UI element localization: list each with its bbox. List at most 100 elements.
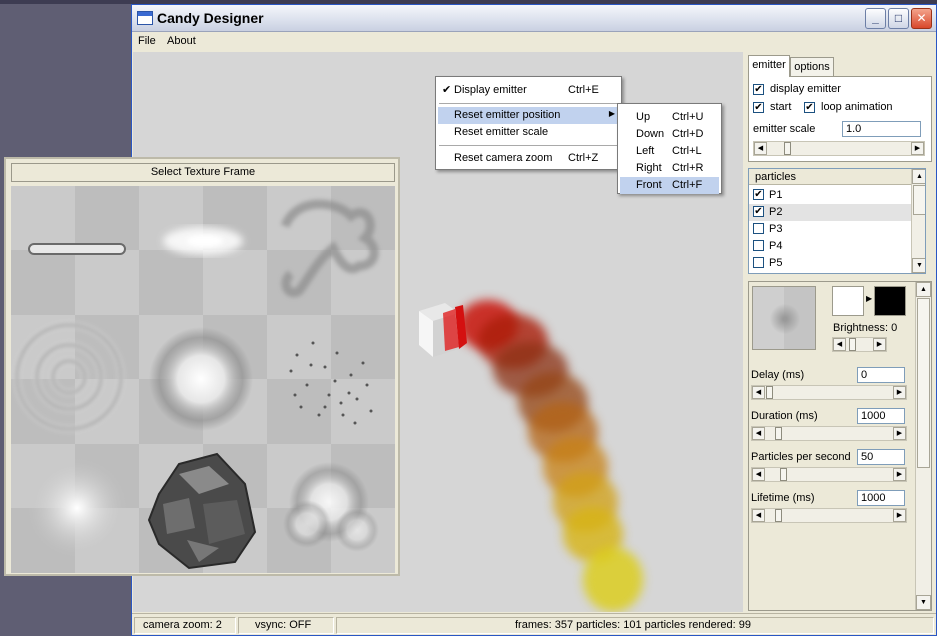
menu-item-shortcut: Ctrl+E [568, 84, 599, 96]
loop-animation-label: loop animation [821, 101, 893, 113]
scroll-right-arrow-icon[interactable]: ▶ [911, 142, 924, 155]
scrollbar-thumb[interactable] [917, 298, 930, 468]
submenu-left[interactable]: Left Ctrl+L [620, 143, 719, 160]
particles-list-header[interactable]: particles [749, 169, 911, 185]
submenu-down[interactable]: Down Ctrl+D [620, 126, 719, 143]
tab-options[interactable]: options [790, 57, 834, 77]
list-item-p3[interactable]: P3 [749, 221, 911, 238]
p1-checkbox[interactable]: ✔ [753, 189, 764, 200]
menu-reset-emitter-scale[interactable]: Reset emitter scale [438, 124, 619, 141]
menu-reset-emitter-position[interactable]: Reset emitter position ▶ [438, 107, 619, 124]
particles-per-second-input[interactable]: 50 [857, 449, 905, 465]
emitter-scale-slider[interactable]: ◀ ▶ [753, 141, 925, 156]
slider-thumb[interactable] [775, 427, 782, 440]
texture-frame-rings[interactable] [11, 315, 139, 444]
start-label: start [770, 101, 792, 113]
list-item-p5[interactable]: P5 [749, 255, 911, 272]
app-window-icon [137, 11, 153, 25]
list-item-label: P4 [769, 240, 783, 252]
menu-display-emitter[interactable]: ✔ Display emitter Ctrl+E [438, 82, 619, 99]
delay-label: Delay (ms) [751, 369, 805, 381]
menu-file[interactable]: File [138, 35, 156, 47]
duration-slider[interactable]: ◀ ▶ [751, 426, 907, 441]
texture-frame-rock[interactable] [139, 444, 267, 573]
scroll-right-arrow-icon[interactable]: ▶ [873, 338, 886, 351]
texture-frame-glow[interactable] [11, 444, 139, 573]
scroll-down-arrow-icon[interactable]: ▼ [912, 258, 925, 273]
texture-preview[interactable] [752, 286, 816, 350]
scroll-right-arrow-icon[interactable]: ▶ [893, 386, 906, 399]
emitter-tab-page: ✔ display emitter ✔ start ✔ loop animati… [748, 76, 932, 162]
title-bar[interactable]: Candy Designer _ □ ✕ [132, 5, 936, 32]
reset-position-submenu: Up Ctrl+U Down Ctrl+D Left Ctrl+L Right … [617, 103, 722, 194]
p4-checkbox[interactable] [753, 240, 764, 251]
slider-thumb[interactable] [775, 509, 782, 522]
scroll-left-arrow-icon[interactable]: ◀ [752, 468, 765, 481]
texture-selector-title: Select Texture Frame [11, 163, 395, 182]
lifetime-input[interactable]: 1000 [857, 490, 905, 506]
start-color-swatch[interactable] [832, 286, 864, 316]
particles-per-second-slider[interactable]: ◀ ▶ [751, 467, 907, 482]
list-item-label: P2 [769, 206, 783, 218]
scroll-left-arrow-icon[interactable]: ◀ [752, 427, 765, 440]
texture-frame-cloud[interactable] [267, 444, 395, 573]
tab-emitter[interactable]: emitter [748, 55, 790, 77]
brightness-slider[interactable]: ◀ ▶ [832, 337, 887, 352]
slider-thumb[interactable] [784, 142, 791, 155]
properties-scrollbar[interactable]: ▲ ▼ [915, 282, 931, 610]
lifetime-slider[interactable]: ◀ ▶ [751, 508, 907, 523]
p2-checkbox[interactable]: ✔ [753, 206, 764, 217]
list-item-p1[interactable]: ✔ P1 [749, 187, 911, 204]
slider-thumb[interactable] [766, 386, 773, 399]
emitter-cube[interactable] [415, 299, 475, 361]
texture-frame-spark[interactable] [139, 186, 267, 315]
particle-properties: ▶ Brightness: 0 ◀ ▶ Delay (ms) 0 ◀ ▶ Dur… [748, 281, 932, 611]
menu-item-label: Front [636, 179, 662, 191]
texture-frame-bar[interactable] [11, 186, 139, 315]
submenu-front[interactable]: Front Ctrl+F [620, 177, 719, 194]
list-item-p2[interactable]: ✔ P2 [749, 204, 911, 221]
close-button[interactable]: ✕ [911, 8, 932, 29]
scroll-up-arrow-icon[interactable]: ▲ [912, 169, 925, 184]
submenu-up[interactable]: Up Ctrl+U [620, 109, 719, 126]
scroll-left-arrow-icon[interactable]: ◀ [754, 142, 767, 155]
slider-thumb[interactable] [849, 338, 856, 351]
display-emitter-checkbox[interactable]: ✔ [753, 84, 764, 95]
scroll-down-arrow-icon[interactable]: ▼ [916, 595, 931, 610]
loop-animation-checkbox[interactable]: ✔ [804, 102, 815, 113]
scroll-up-arrow-icon[interactable]: ▲ [916, 282, 931, 297]
minimize-button[interactable]: _ [865, 8, 886, 29]
scrollbar-thumb[interactable] [913, 185, 925, 215]
delay-slider[interactable]: ◀ ▶ [751, 385, 907, 400]
menu-item-label: Down [636, 128, 665, 140]
vsync-status: vsync: OFF [238, 617, 334, 634]
list-item-label: P3 [769, 223, 783, 235]
start-checkbox[interactable]: ✔ [753, 102, 764, 113]
texture-frame-smoke-ring[interactable] [267, 186, 395, 315]
end-color-swatch[interactable] [874, 286, 906, 316]
p5-checkbox[interactable] [753, 257, 764, 268]
menu-reset-camera-zoom[interactable]: Reset camera zoom Ctrl+Z [438, 150, 619, 167]
scroll-right-arrow-icon[interactable]: ▶ [893, 509, 906, 522]
delay-input[interactable]: 0 [857, 367, 905, 383]
scroll-right-arrow-icon[interactable]: ▶ [893, 427, 906, 440]
menu-about[interactable]: About [167, 35, 196, 47]
scroll-left-arrow-icon[interactable]: ◀ [752, 509, 765, 522]
scroll-right-arrow-icon[interactable]: ▶ [893, 468, 906, 481]
duration-input[interactable]: 1000 [857, 408, 905, 424]
scroll-left-arrow-icon[interactable]: ◀ [752, 386, 765, 399]
scroll-left-arrow-icon[interactable]: ◀ [833, 338, 846, 351]
menu-item-label: Left [636, 145, 655, 157]
menu-item-shortcut: Ctrl+L [672, 145, 702, 157]
p3-checkbox[interactable] [753, 223, 764, 234]
list-item-p4[interactable]: P4 [749, 238, 911, 255]
maximize-button[interactable]: □ [888, 8, 909, 29]
particles-list-scrollbar[interactable]: ▲ ▼ [911, 169, 925, 273]
emitter-scale-input[interactable]: 1.0 [842, 121, 921, 137]
texture-frame-dots[interactable] [267, 315, 395, 444]
emitter-scale-label: emitter scale [753, 123, 816, 135]
submenu-right[interactable]: Right Ctrl+R [620, 160, 719, 177]
start-color-fill [833, 287, 863, 315]
texture-frame-puff[interactable] [139, 315, 267, 444]
slider-thumb[interactable] [780, 468, 787, 481]
